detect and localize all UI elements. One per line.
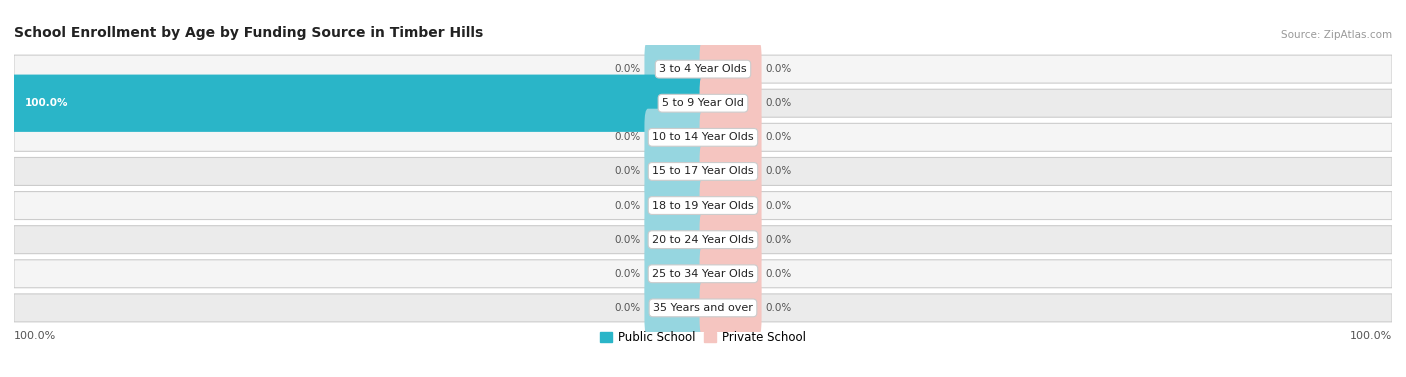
Text: 0.0%: 0.0% xyxy=(614,269,641,279)
Text: 0.0%: 0.0% xyxy=(614,132,641,143)
FancyBboxPatch shape xyxy=(14,294,1392,322)
Text: 18 to 19 Year Olds: 18 to 19 Year Olds xyxy=(652,201,754,211)
FancyBboxPatch shape xyxy=(14,226,1392,254)
FancyBboxPatch shape xyxy=(14,158,1392,185)
FancyBboxPatch shape xyxy=(700,245,762,302)
Text: 100.0%: 100.0% xyxy=(14,331,56,341)
Text: 10 to 14 Year Olds: 10 to 14 Year Olds xyxy=(652,132,754,143)
FancyBboxPatch shape xyxy=(11,75,706,132)
Legend: Public School, Private School: Public School, Private School xyxy=(595,326,811,349)
FancyBboxPatch shape xyxy=(644,279,706,337)
FancyBboxPatch shape xyxy=(14,55,1392,83)
FancyBboxPatch shape xyxy=(644,245,706,302)
FancyBboxPatch shape xyxy=(700,279,762,337)
Text: Source: ZipAtlas.com: Source: ZipAtlas.com xyxy=(1281,30,1392,40)
Text: 25 to 34 Year Olds: 25 to 34 Year Olds xyxy=(652,269,754,279)
Text: 0.0%: 0.0% xyxy=(614,64,641,74)
Text: 0.0%: 0.0% xyxy=(765,98,792,108)
FancyBboxPatch shape xyxy=(700,177,762,234)
Text: 20 to 24 Year Olds: 20 to 24 Year Olds xyxy=(652,234,754,245)
FancyBboxPatch shape xyxy=(700,75,762,132)
FancyBboxPatch shape xyxy=(700,143,762,200)
Text: 0.0%: 0.0% xyxy=(765,64,792,74)
Text: 0.0%: 0.0% xyxy=(765,269,792,279)
Text: 0.0%: 0.0% xyxy=(765,234,792,245)
Text: 0.0%: 0.0% xyxy=(765,201,792,211)
FancyBboxPatch shape xyxy=(700,40,762,98)
FancyBboxPatch shape xyxy=(644,40,706,98)
FancyBboxPatch shape xyxy=(644,211,706,268)
Text: 5 to 9 Year Old: 5 to 9 Year Old xyxy=(662,98,744,108)
FancyBboxPatch shape xyxy=(644,177,706,234)
FancyBboxPatch shape xyxy=(14,192,1392,219)
FancyBboxPatch shape xyxy=(700,109,762,166)
FancyBboxPatch shape xyxy=(14,260,1392,288)
Text: 100.0%: 100.0% xyxy=(24,98,67,108)
Text: 15 to 17 Year Olds: 15 to 17 Year Olds xyxy=(652,166,754,176)
Text: 0.0%: 0.0% xyxy=(614,166,641,176)
Text: 3 to 4 Year Olds: 3 to 4 Year Olds xyxy=(659,64,747,74)
Text: 0.0%: 0.0% xyxy=(614,234,641,245)
FancyBboxPatch shape xyxy=(644,109,706,166)
Text: School Enrollment by Age by Funding Source in Timber Hills: School Enrollment by Age by Funding Sour… xyxy=(14,26,484,40)
Text: 0.0%: 0.0% xyxy=(765,132,792,143)
FancyBboxPatch shape xyxy=(644,143,706,200)
Text: 0.0%: 0.0% xyxy=(614,303,641,313)
FancyBboxPatch shape xyxy=(14,89,1392,117)
Text: 0.0%: 0.0% xyxy=(765,303,792,313)
Text: 35 Years and over: 35 Years and over xyxy=(652,303,754,313)
Text: 0.0%: 0.0% xyxy=(614,201,641,211)
Text: 0.0%: 0.0% xyxy=(765,166,792,176)
Text: 100.0%: 100.0% xyxy=(1350,331,1392,341)
FancyBboxPatch shape xyxy=(700,211,762,268)
FancyBboxPatch shape xyxy=(14,123,1392,151)
